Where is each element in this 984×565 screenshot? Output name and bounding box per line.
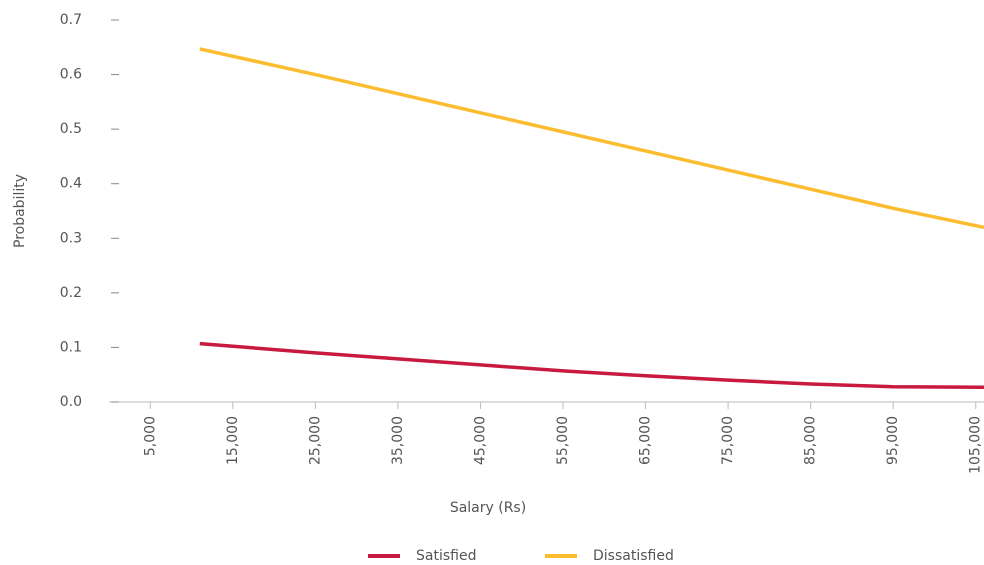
legend-label: Dissatisfied [593, 548, 674, 564]
data-line [199, 341, 984, 390]
x-tick-label: 45,000 [472, 416, 488, 465]
x-tick-label: 25,000 [307, 416, 323, 465]
y-tick-label: 0.5 [60, 121, 82, 137]
data-line [199, 47, 984, 230]
legend-label: Satisfied [416, 548, 476, 564]
x-tick-label: 55,000 [555, 416, 571, 465]
x-tick-label: 65,000 [638, 416, 654, 465]
x-tick-label: 15,000 [225, 416, 241, 465]
y-tick-label: 0.2 [60, 285, 82, 301]
y-tick-label: 0.3 [60, 230, 82, 246]
x-tick-label: 105,000 [968, 416, 984, 474]
y-tick-label: 0.7 [60, 12, 82, 28]
y-tick-label: 0.4 [60, 176, 82, 192]
x-tick-label: 95,000 [885, 416, 901, 465]
x-tick-label: 35,000 [390, 416, 406, 465]
y-axis-title: Probability [12, 174, 28, 248]
y-tick-label: 0.0 [60, 394, 82, 410]
y-tick-label: 0.1 [60, 339, 82, 355]
y-tick-label: 0.6 [60, 67, 82, 83]
x-axis-title: Salary (Rs) [450, 500, 526, 516]
x-tick-label: 75,000 [720, 416, 736, 465]
x-tick-label: 5,000 [142, 416, 158, 456]
x-tick-label: 85,000 [803, 416, 819, 465]
